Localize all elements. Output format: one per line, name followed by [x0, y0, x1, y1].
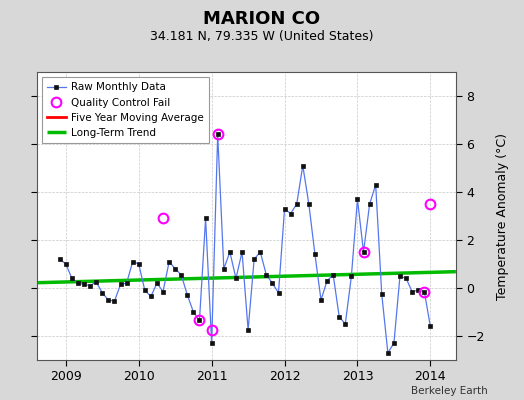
Quality Control Fail — [361, 250, 367, 254]
Raw Monthly Data — [427, 324, 433, 329]
Raw Monthly Data — [288, 211, 294, 216]
Quality Control Fail — [421, 289, 428, 294]
Raw Monthly Data — [214, 132, 221, 137]
Raw Monthly Data — [385, 350, 391, 355]
Quality Control Fail — [160, 216, 166, 221]
Line: Raw Monthly Data: Raw Monthly Data — [58, 132, 432, 355]
Quality Control Fail — [214, 132, 221, 137]
Text: MARION CO: MARION CO — [203, 10, 321, 28]
Line: Quality Control Fail: Quality Control Fail — [158, 130, 435, 335]
Legend: Raw Monthly Data, Quality Control Fail, Five Year Moving Average, Long-Term Tren: Raw Monthly Data, Quality Control Fail, … — [42, 77, 209, 143]
Text: 34.181 N, 79.335 W (United States): 34.181 N, 79.335 W (United States) — [150, 30, 374, 43]
Quality Control Fail — [209, 328, 215, 332]
Raw Monthly Data — [57, 257, 63, 262]
Raw Monthly Data — [129, 259, 136, 264]
Quality Control Fail — [427, 202, 433, 206]
Raw Monthly Data — [87, 283, 93, 288]
Y-axis label: Temperature Anomaly (°C): Temperature Anomaly (°C) — [496, 132, 509, 300]
Quality Control Fail — [196, 318, 203, 323]
Text: Berkeley Earth: Berkeley Earth — [411, 386, 487, 396]
Raw Monthly Data — [245, 328, 251, 332]
Raw Monthly Data — [391, 341, 397, 346]
Raw Monthly Data — [154, 281, 160, 286]
